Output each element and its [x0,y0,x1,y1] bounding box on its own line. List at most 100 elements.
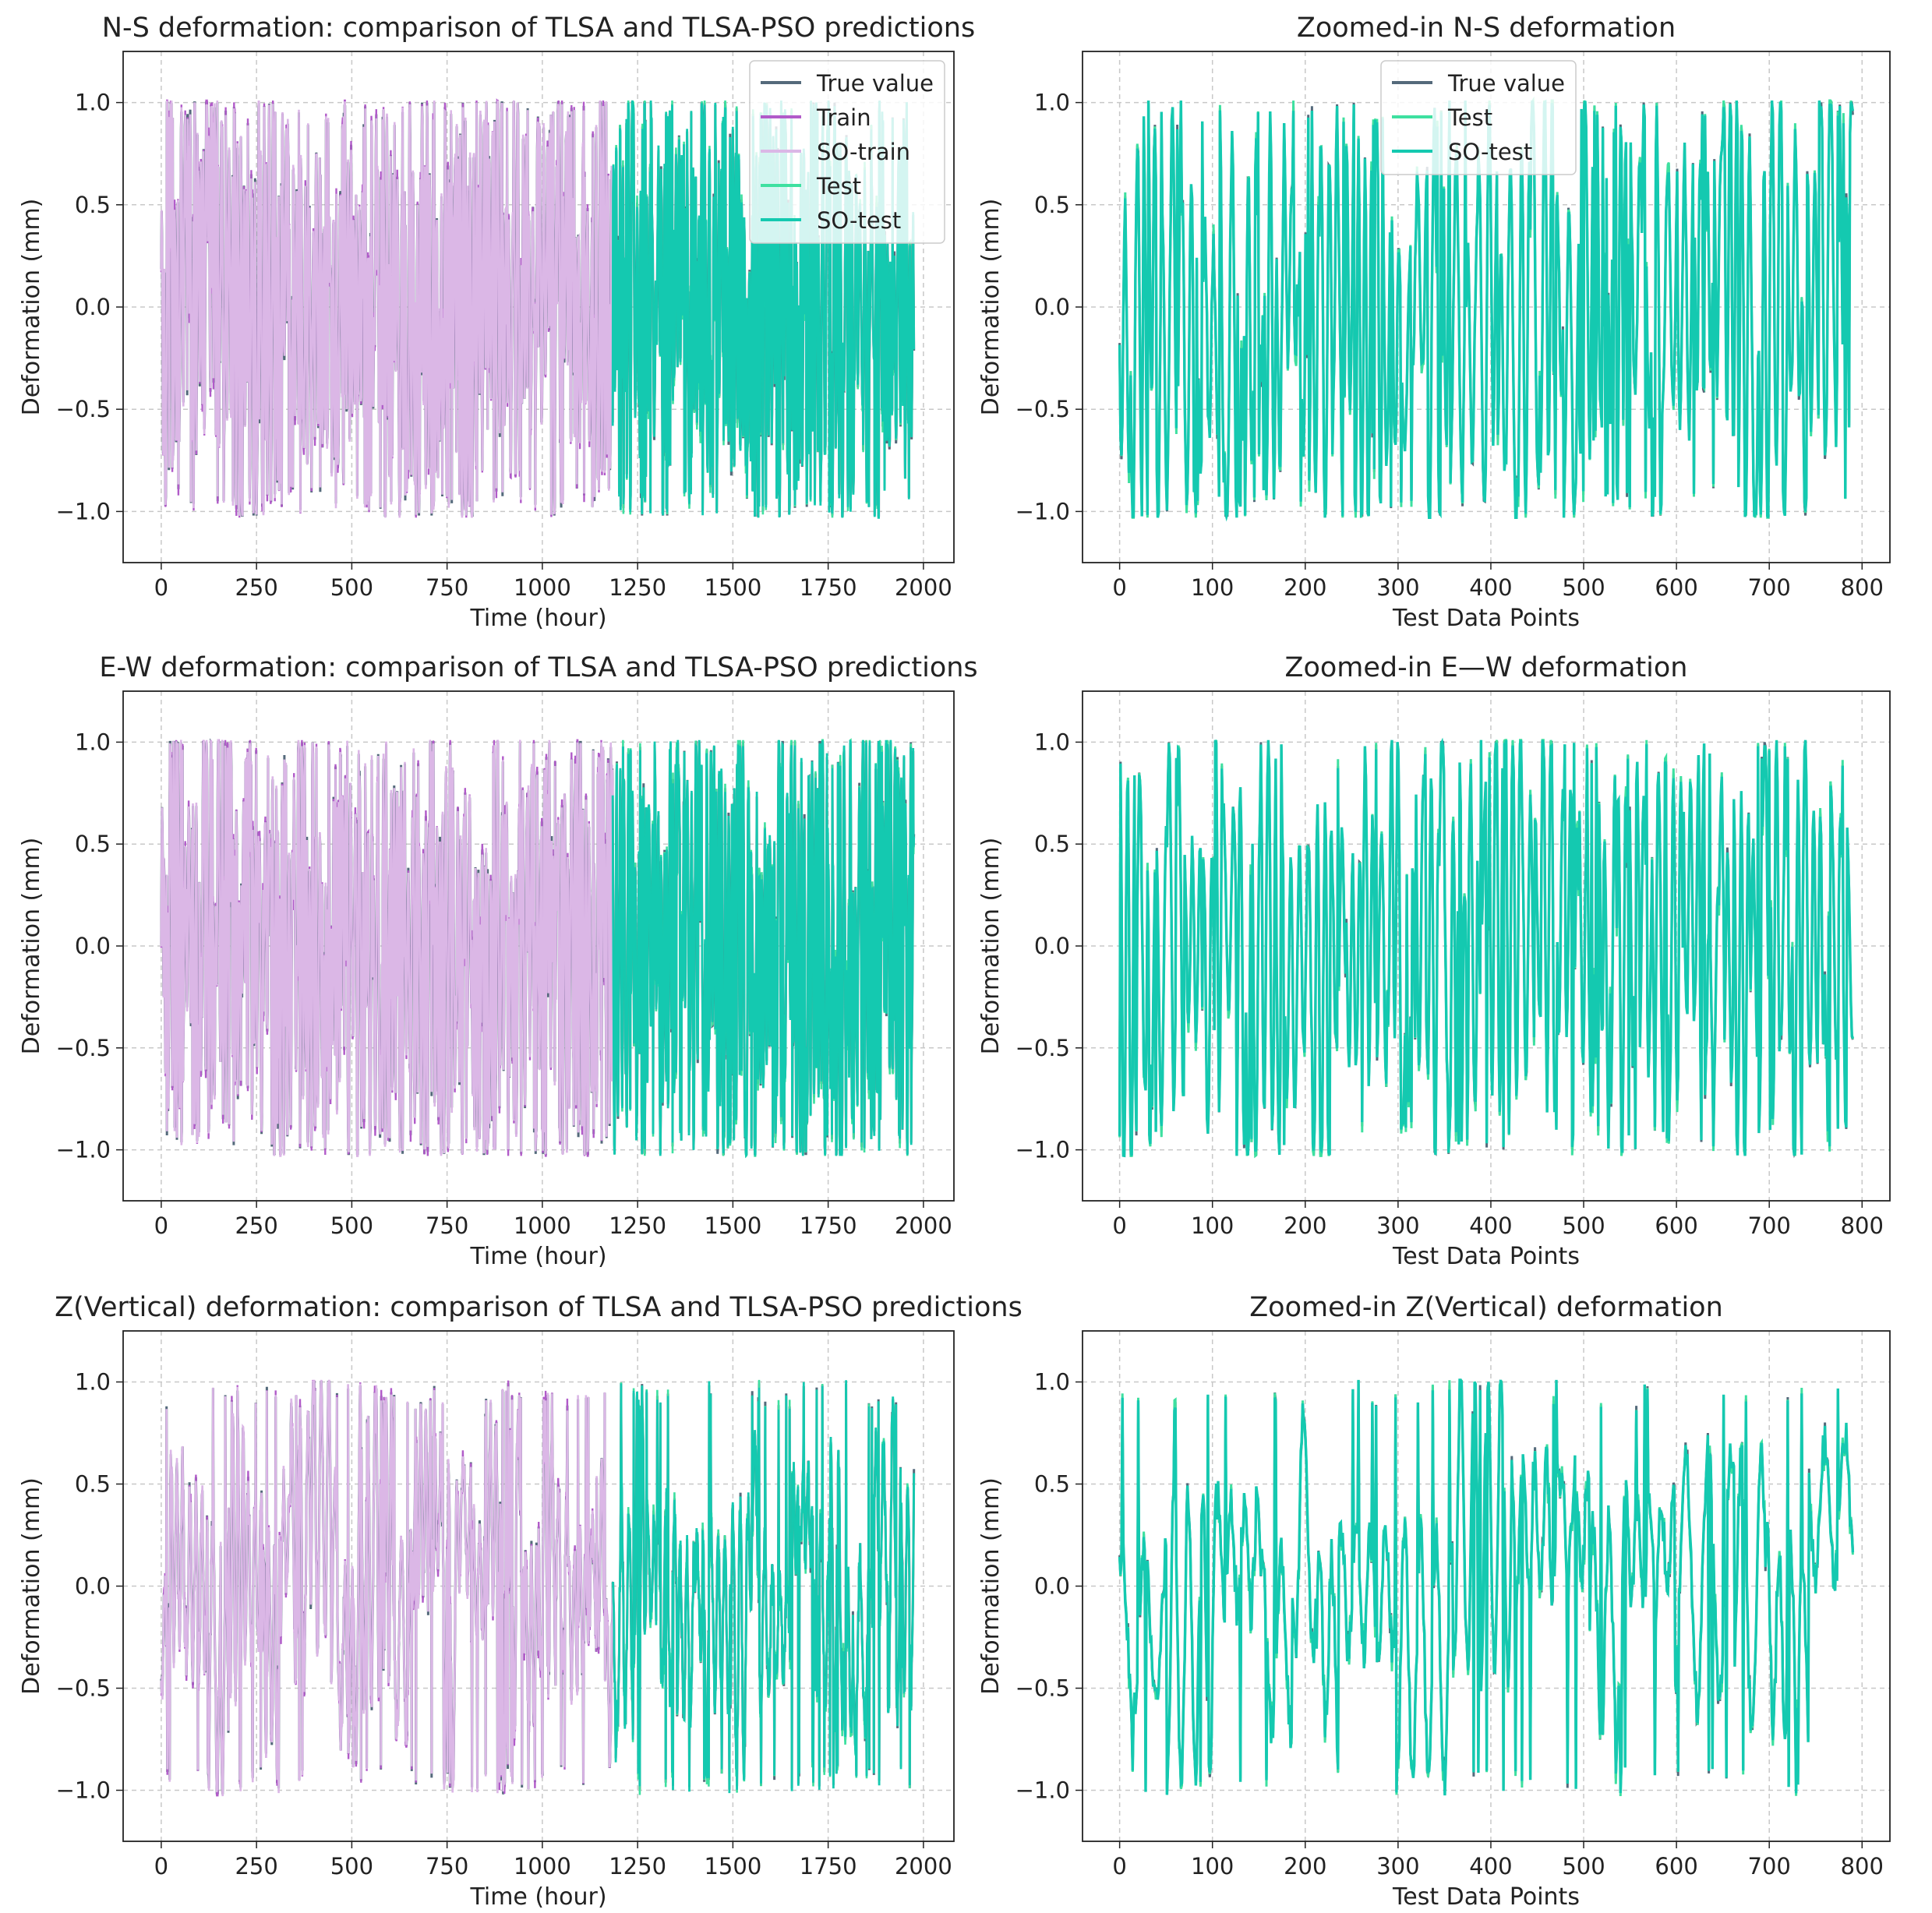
subplot-5: 0 250 500 750 1000 1250 1500 1750 2000 1.0 0.5 0.0 −… [18,1292,1023,1911]
subplot-4: 0 100 200 300 400 500 600 700 800 1.0 0.5 0.0 −0.5 −1… [977,652,1891,1270]
y-tick-label: 0.0 [75,933,111,959]
chart-title: Zoomed-in N-S deformation [1297,12,1676,44]
y-tick-label: 1.0 [1034,90,1070,116]
legend-label: SO-test [817,207,901,234]
x-tick-label: 2000 [895,574,952,601]
x-tick-label: 750 [426,574,468,601]
y-tick-label: 0.0 [1034,933,1070,959]
y-tick-label: 1.0 [75,1369,111,1396]
x-tick-label: 1750 [800,1853,857,1879]
plot-frame [122,690,955,1202]
x-axis-label: Time (hour) [469,605,606,632]
series-group [1118,96,1855,522]
series-group [160,1379,916,1797]
y-axis-label: Deformation (mm) [18,1477,45,1695]
x-tick-label: 1000 [514,574,571,601]
series-so-test [611,100,916,519]
x-tick-label: 700 [1748,574,1791,601]
plot-frame [122,51,955,563]
x-tick-label: 500 [330,1853,373,1879]
x-tick-label: 1000 [514,1853,571,1879]
x-tick-label: 500 [1562,574,1605,601]
y-tick-label: 0.5 [75,192,111,218]
y-tick-label: −1.0 [1015,498,1070,524]
subplot-2: 0 100 200 300 400 500 600 700 800 1.0 0.5 0.0 −0.5 −1… [977,12,1891,632]
y-tick-label: −1.0 [56,498,111,524]
x-tick-label: 100 [1191,1212,1234,1239]
x-axis-label: Time (hour) [469,1883,606,1911]
chart-title: Z(Vertical) deformation: comparison of T… [55,1292,1023,1323]
x-tick-label: 700 [1748,1212,1791,1239]
y-tick-label: −1.0 [56,1137,111,1163]
x-tick-label: 300 [1376,1853,1419,1879]
y-tick-label: −0.5 [56,1675,111,1702]
x-tick-label: 1750 [800,574,857,601]
legend-label: Test [816,173,861,199]
x-axis-label: Test Data Points [1392,1243,1580,1270]
series-group [160,98,916,519]
x-tick-label: 250 [235,574,277,601]
x-tick-label: 100 [1191,574,1234,601]
x-tick-label: 1000 [514,1212,571,1239]
x-tick-label: 400 [1469,574,1512,601]
plot-frame [1082,1330,1891,1842]
series-so-train [160,1379,614,1797]
x-tick-label: 600 [1655,1853,1697,1879]
x-tick-label: 1250 [609,1853,666,1879]
legend: True value Train SO-train Test SO-test [749,60,945,244]
x-tick-label: 0 [1112,1853,1126,1879]
y-tick-label: 0.5 [1034,831,1070,857]
plot-frame [1082,690,1891,1202]
x-tick-label: 500 [330,1212,373,1239]
y-tick-label: 0.5 [1034,192,1070,218]
x-tick-label: 0 [1112,574,1126,601]
y-tick-label: −1.0 [1015,1777,1070,1804]
legend-label: True value [1447,70,1565,97]
y-tick-label: 1.0 [75,729,111,755]
subplot-6: 0 100 200 300 400 500 600 700 800 1.0 0.5 0.0 −0.5 −1… [977,1292,1891,1911]
x-tick-label: 1250 [609,574,666,601]
legend-label: Train [816,104,871,131]
plot-frame [122,1330,955,1842]
y-tick-label: −0.5 [1015,396,1070,422]
x-tick-label: 400 [1469,1212,1512,1239]
series-so-train [160,739,614,1157]
x-tick-label: 1500 [704,1853,761,1879]
y-tick-label: −1.0 [56,1777,111,1804]
chart-title: Zoomed-in Z(Vertical) deformation [1249,1292,1723,1323]
series-so-test [611,739,916,1159]
y-tick-label: 0.0 [1034,294,1070,320]
y-tick-label: 1.0 [1034,1369,1070,1396]
y-tick-label: −0.5 [56,396,111,422]
x-tick-label: 800 [1841,1853,1884,1879]
x-axis-label: Time (hour) [469,1243,606,1270]
x-tick-label: 1250 [609,1212,666,1239]
legend-label: True value [816,70,934,97]
chart-title: Zoomed-in E—W deformation [1284,652,1687,683]
y-tick-label: 0.5 [75,1471,111,1498]
y-tick-label: 0.5 [1034,1471,1070,1498]
series-so-test [1118,1378,1855,1796]
x-tick-label: 0 [154,1853,168,1879]
x-tick-label: 800 [1841,1212,1884,1239]
y-axis-label: Deformation (mm) [977,838,1005,1055]
x-tick-label: 500 [1562,1853,1605,1879]
x-tick-label: 0 [154,1212,168,1239]
x-tick-label: 500 [1562,1212,1605,1239]
series-group [1118,737,1855,1159]
x-tick-label: 600 [1655,574,1697,601]
y-tick-label: −0.5 [56,1035,111,1061]
y-axis-label: Deformation (mm) [977,1477,1005,1695]
series-so-test [611,1380,916,1794]
x-tick-label: 1500 [704,1212,761,1239]
x-tick-label: 600 [1655,1212,1697,1239]
legend-label: SO-test [1448,139,1532,165]
legend: True value Test SO-test [1380,60,1577,175]
chart-title: N-S deformation: comparison of TLSA and … [102,12,975,44]
x-tick-label: 0 [1112,1212,1126,1239]
x-tick-label: 250 [235,1212,277,1239]
y-tick-label: 1.0 [75,90,111,116]
x-tick-label: 300 [1376,1212,1419,1239]
x-tick-label: 1750 [800,1212,857,1239]
